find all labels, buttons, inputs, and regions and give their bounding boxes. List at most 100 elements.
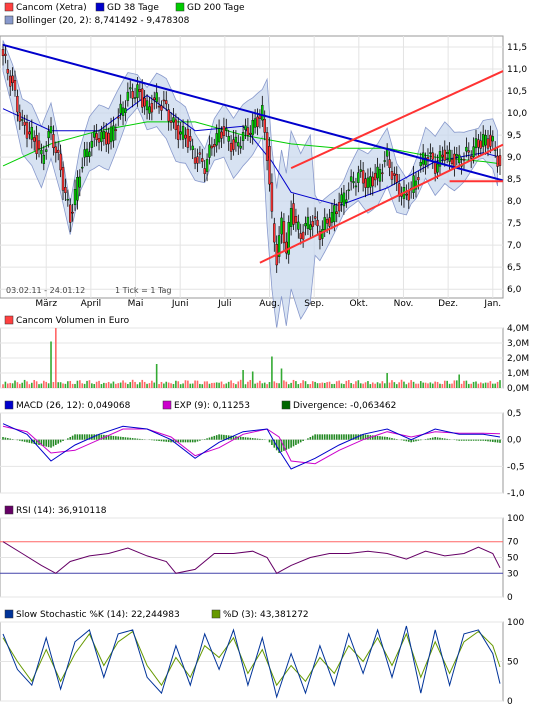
legend-swatch-stoch-k bbox=[4, 609, 14, 619]
divergence-bar bbox=[21, 439, 24, 442]
divergence-bar bbox=[376, 435, 379, 440]
candle bbox=[4, 53, 7, 56]
stochastic-panel: Slow Stochastic %K (14): 22,244983 %D (3… bbox=[0, 609, 524, 707]
divergence-bar bbox=[393, 438, 396, 440]
volume-bar bbox=[295, 381, 297, 388]
candle bbox=[486, 138, 490, 149]
y-tick-label-3: 7,5 bbox=[507, 219, 521, 229]
volume-bar bbox=[71, 383, 74, 388]
rsi-plot bbox=[2, 541, 501, 574]
candle bbox=[328, 217, 331, 227]
volume-bar bbox=[453, 380, 456, 388]
volume-bar bbox=[369, 384, 372, 388]
volume-bar bbox=[314, 381, 316, 388]
candle bbox=[299, 233, 302, 239]
volume-bar bbox=[455, 380, 458, 388]
volume-bar bbox=[256, 382, 259, 388]
candle bbox=[244, 125, 247, 131]
divergence-bar bbox=[472, 439, 475, 441]
divergence-bar bbox=[26, 439, 28, 443]
candle bbox=[217, 128, 221, 143]
candle bbox=[109, 126, 113, 143]
divergence-bar bbox=[151, 439, 153, 441]
volume-bar bbox=[499, 380, 501, 388]
divergence-bar bbox=[4, 437, 7, 440]
volume-bar bbox=[201, 384, 204, 388]
divergence-bar bbox=[247, 437, 249, 440]
divergence-bar bbox=[170, 439, 172, 443]
candle bbox=[234, 136, 238, 143]
candle bbox=[282, 221, 286, 244]
candle bbox=[11, 75, 14, 83]
candle bbox=[18, 112, 22, 122]
candle bbox=[45, 149, 48, 152]
legend-label-divergence: Divergence: -0,063462 bbox=[293, 401, 396, 411]
divergence-bar bbox=[189, 439, 192, 443]
volume-bar bbox=[134, 381, 136, 388]
volume-bar bbox=[2, 384, 4, 388]
x-tick-label: Okt. bbox=[349, 299, 368, 309]
volume-bar bbox=[460, 383, 463, 388]
volume-bar bbox=[254, 383, 256, 388]
divergence-bar bbox=[405, 439, 408, 442]
candle bbox=[205, 159, 209, 172]
divergence-bar bbox=[417, 439, 420, 441]
volume-bar bbox=[74, 383, 76, 388]
divergence-bar bbox=[479, 439, 482, 441]
candle bbox=[215, 133, 218, 146]
volume-bar bbox=[362, 383, 364, 388]
candle bbox=[287, 222, 290, 255]
macd-plot bbox=[2, 423, 501, 470]
divergence-bar bbox=[424, 439, 427, 440]
volume-bar bbox=[155, 364, 158, 388]
volume-bar bbox=[386, 373, 388, 388]
volume-bar bbox=[489, 381, 492, 388]
candle bbox=[191, 145, 194, 151]
divergence-bar bbox=[237, 436, 240, 440]
candle bbox=[498, 155, 502, 166]
candle bbox=[354, 185, 358, 188]
volume-bar bbox=[338, 380, 340, 388]
divergence-bar bbox=[357, 434, 360, 440]
candle bbox=[25, 122, 29, 139]
candle bbox=[222, 126, 226, 136]
divergence-bar bbox=[295, 439, 297, 445]
candle bbox=[78, 176, 82, 188]
divergence-bar bbox=[482, 439, 484, 441]
volume-bar bbox=[110, 383, 112, 388]
legend-swatch-price bbox=[4, 2, 14, 12]
divergence-bar bbox=[179, 439, 182, 443]
divergence-bar bbox=[326, 434, 328, 440]
volume-bar bbox=[335, 381, 338, 388]
divergence-bar bbox=[302, 439, 304, 441]
volume-bar bbox=[31, 382, 33, 388]
divergence-bar bbox=[309, 437, 312, 440]
volume-bar bbox=[232, 383, 235, 388]
volume-bar bbox=[239, 379, 242, 388]
macd-line bbox=[2, 423, 501, 470]
divergence-bar bbox=[460, 439, 463, 441]
legend-swatch-volume bbox=[4, 315, 14, 325]
candle bbox=[83, 149, 86, 158]
candle bbox=[81, 166, 84, 169]
divergence-bar bbox=[239, 436, 242, 440]
macd-y-tick-label-3: 0,5 bbox=[507, 409, 521, 419]
divergence-bar bbox=[52, 439, 55, 447]
volume-bar bbox=[475, 381, 477, 388]
volume-bar bbox=[67, 381, 69, 388]
volume-bar bbox=[141, 379, 144, 388]
volume-bar bbox=[199, 383, 201, 388]
divergence-bar bbox=[283, 439, 285, 451]
volume-bar bbox=[122, 380, 124, 388]
candle bbox=[90, 140, 94, 148]
divergence-bar bbox=[338, 434, 340, 440]
x-tick-label: Jan. bbox=[483, 299, 501, 309]
divergence-bar bbox=[455, 439, 458, 441]
volume-bar bbox=[50, 341, 52, 388]
volume-bar bbox=[328, 381, 331, 388]
divergence-bar bbox=[249, 437, 252, 440]
volume-bar bbox=[93, 384, 96, 388]
y-tick-label-7: 9,5 bbox=[507, 131, 521, 141]
divergence-bar bbox=[153, 439, 156, 441]
volume-bar bbox=[419, 381, 422, 388]
